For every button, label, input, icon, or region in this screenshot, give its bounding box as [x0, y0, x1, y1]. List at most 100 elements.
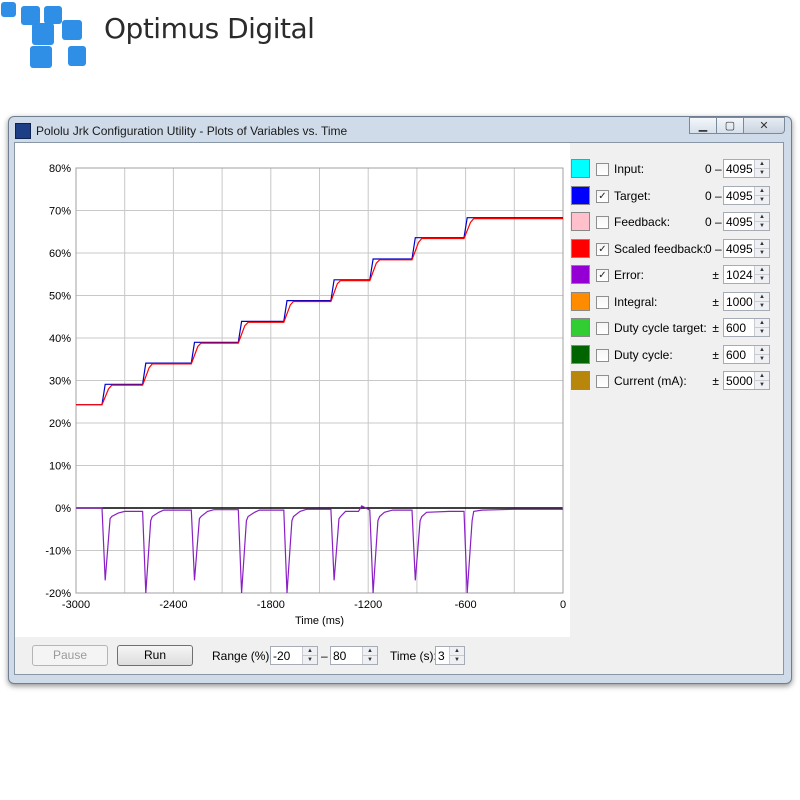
spin-up-icon[interactable]: ▲ — [755, 266, 769, 274]
range-value[interactable]: 4095 — [726, 215, 753, 229]
spin-up-icon[interactable]: ▲ — [363, 647, 377, 655]
range-prefix: 0 – — [705, 162, 722, 176]
range-value[interactable]: 4095 — [726, 241, 753, 256]
spin-up-icon[interactable]: ▲ — [755, 372, 769, 380]
color-swatch[interactable] — [571, 212, 590, 231]
plot-checkbox[interactable] — [596, 216, 609, 229]
title-bar[interactable]: Pololu Jrk Configuration Utility - Plots… — [9, 117, 791, 143]
range-spinner[interactable]: 600 ▲ ▼ — [723, 318, 770, 337]
legend-label: Scaled feedback: — [614, 241, 707, 256]
range-value[interactable]: 600 — [726, 321, 747, 335]
series-line-target — [76, 217, 563, 406]
spin-down-icon[interactable]: ▼ — [755, 327, 769, 336]
color-swatch[interactable] — [571, 238, 590, 258]
range-value[interactable]: 600 — [726, 347, 747, 362]
spin-up-icon[interactable]: ▲ — [450, 647, 464, 655]
spin-down-icon[interactable]: ▼ — [755, 274, 769, 283]
color-swatch[interactable] — [571, 265, 590, 284]
color-swatch[interactable] — [571, 318, 590, 337]
range-max-spinner[interactable]: 80 ▲ ▼ — [330, 646, 378, 665]
range-spinner[interactable]: 1024 ▲ ▼ — [723, 265, 770, 284]
y-tick-label: 50% — [49, 291, 71, 303]
range-spinner[interactable]: 4095 ▲ ▼ — [723, 238, 770, 258]
spin-down-icon[interactable]: ▼ — [755, 168, 769, 177]
range-min-spinner[interactable]: -20 ▲ ▼ — [270, 646, 318, 665]
plot-checkbox[interactable] — [596, 375, 609, 388]
plot-checkbox[interactable]: ✓ — [596, 269, 609, 282]
legend-row-duty-cycle: Duty cycle: ± 600 ▲ ▼ — [571, 344, 781, 365]
plot-checkbox[interactable]: ✓ — [596, 242, 609, 256]
time-spinner[interactable]: 3 ▲ ▼ — [435, 646, 465, 665]
spin-down-icon[interactable]: ▼ — [450, 655, 464, 664]
legend-row-feedback: Feedback: 0 – 4095 ▲ ▼ — [571, 212, 781, 232]
pause-button[interactable]: Pause — [32, 645, 108, 666]
time-value[interactable]: 3 — [438, 649, 445, 663]
spin-up-icon[interactable]: ▲ — [303, 647, 317, 655]
spin-down-icon[interactable]: ▼ — [755, 380, 769, 389]
spin-down-icon[interactable]: ▼ — [303, 655, 317, 664]
spin-down-icon[interactable]: ▼ — [755, 247, 769, 257]
range-spinner[interactable]: 600 ▲ ▼ — [723, 344, 770, 364]
spin-down-icon[interactable]: ▼ — [755, 353, 769, 363]
spin-up-icon[interactable]: ▲ — [755, 213, 769, 221]
color-swatch[interactable] — [571, 159, 590, 178]
range-max-value[interactable]: 80 — [333, 649, 347, 663]
spin-up-icon[interactable]: ▲ — [755, 160, 769, 168]
minimize-button[interactable]: ▁ — [689, 117, 717, 134]
color-swatch[interactable] — [571, 344, 590, 364]
range-spinner[interactable]: 1000 ▲ ▼ — [723, 291, 770, 311]
spin-up-icon[interactable]: ▲ — [755, 292, 769, 301]
spin-down-icon[interactable]: ▼ — [755, 300, 769, 310]
range-value[interactable]: 1000 — [726, 294, 753, 309]
maximize-button[interactable]: ▢ — [716, 117, 744, 134]
range-spinner[interactable]: 4095 ▲ ▼ — [723, 185, 770, 205]
range-prefix: ± — [712, 347, 719, 362]
spin-down-icon[interactable]: ▼ — [363, 655, 377, 664]
spin-up-icon[interactable]: ▲ — [755, 345, 769, 354]
close-button[interactable]: ✕ — [743, 117, 785, 134]
color-swatch[interactable] — [571, 185, 590, 205]
range-spinner[interactable]: 5000 ▲ ▼ — [723, 371, 770, 390]
range-min-value[interactable]: -20 — [273, 649, 291, 663]
range-prefix: ± — [712, 268, 719, 282]
legend-label: Input: — [614, 162, 645, 176]
spin-up-icon[interactable]: ▲ — [755, 319, 769, 327]
legend-label: Current (mA): — [614, 374, 687, 388]
spin-down-icon[interactable]: ▼ — [755, 194, 769, 204]
brand-header: Optimus Digital — [0, 0, 340, 75]
legend-label: Integral: — [614, 294, 658, 309]
range-value[interactable]: 4095 — [726, 162, 753, 176]
plot-checkbox[interactable] — [596, 295, 609, 309]
range-value[interactable]: 1024 — [726, 268, 753, 282]
y-tick-label: -10% — [45, 546, 71, 558]
plot-checkbox[interactable] — [596, 163, 609, 176]
range-value[interactable]: 5000 — [726, 374, 753, 388]
spin-up-icon[interactable]: ▲ — [755, 239, 769, 248]
y-tick-label: 30% — [49, 376, 71, 388]
x-tick-label: -1800 — [257, 599, 285, 611]
spin-up-icon[interactable]: ▲ — [755, 186, 769, 195]
legend-label: Target: — [614, 188, 651, 203]
plot-checkbox[interactable] — [596, 348, 609, 362]
range-spinner[interactable]: 4095 ▲ ▼ — [723, 159, 770, 178]
app-window: Pololu Jrk Configuration Utility - Plots… — [8, 116, 792, 684]
run-button[interactable]: Run — [117, 645, 193, 666]
legend-label: Feedback: — [614, 215, 671, 229]
legend-row-scaled-feedback: ✓ Scaled feedback: 0 – 4095 ▲ ▼ — [571, 238, 781, 259]
plot-checkbox[interactable] — [596, 322, 609, 335]
x-tick-label: 0 — [560, 599, 566, 611]
plot-checkbox[interactable]: ✓ — [596, 189, 609, 203]
bottom-controls: Pause Run Range (%): -20 ▲ ▼ – 80 ▲ ▼ Time (… — [15, 637, 785, 675]
color-swatch[interactable] — [571, 291, 590, 311]
maximize-icon: ▢ — [724, 120, 736, 132]
range-prefix: ± — [712, 294, 719, 309]
legend-row-target: ✓ Target: 0 – 4095 ▲ ▼ — [571, 185, 781, 206]
range-value[interactable]: 4095 — [726, 188, 753, 203]
series-line-scaled-feedback — [76, 217, 563, 406]
spin-down-icon[interactable]: ▼ — [755, 221, 769, 230]
legend-row-error: ✓ Error: ± 1024 ▲ ▼ — [571, 265, 781, 285]
y-tick-label: 20% — [49, 418, 71, 430]
color-swatch[interactable] — [571, 371, 590, 390]
range-spinner[interactable]: 4095 ▲ ▼ — [723, 212, 770, 231]
x-tick-label: -1200 — [354, 599, 382, 611]
